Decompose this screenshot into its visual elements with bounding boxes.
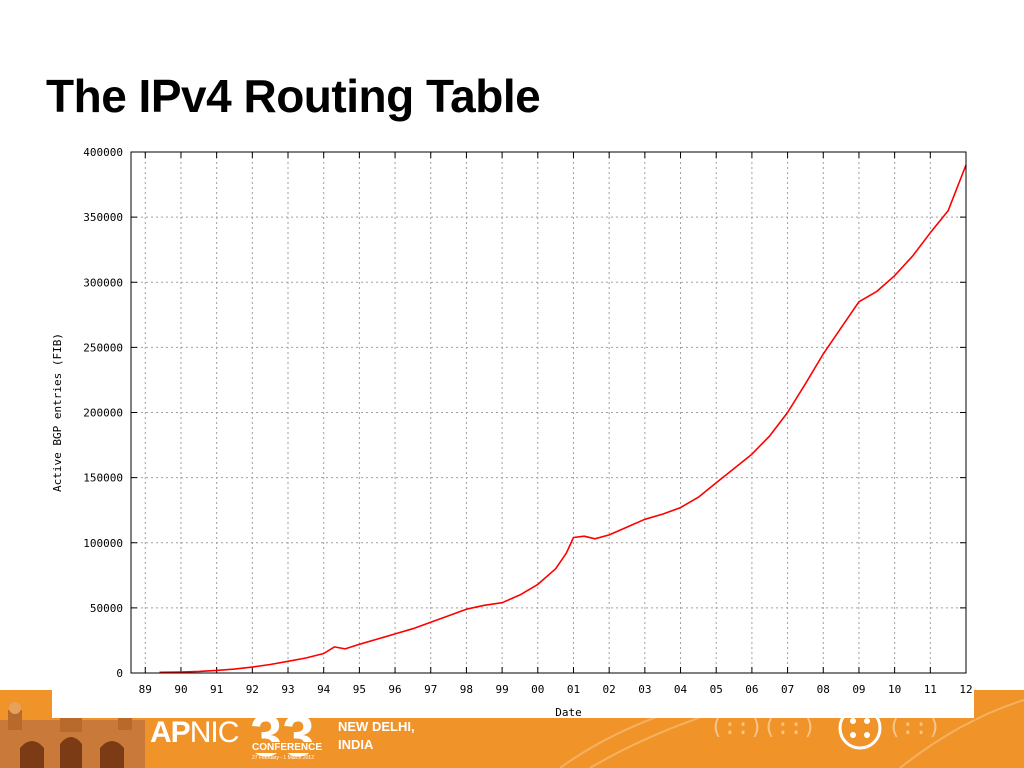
y-tick-label: 250000 [83,341,123,354]
series-line-bgp-entries [159,164,967,674]
city-line-2: INDIA [338,737,374,752]
x-tick-label: 91 [210,683,223,696]
x-tick-label: 08 [817,683,830,696]
x-tick-label: 99 [495,683,508,696]
y-tick-label: 300000 [83,276,123,289]
series-layer [159,164,967,674]
x-tick-label: 00 [531,683,544,696]
city-line-1: NEW DELHI, [338,719,415,734]
x-tick-label: 01 [567,683,580,696]
x-tick-label: 12 [959,683,972,696]
network-dots-decoration: (::)(::) (::) [710,706,941,750]
conference-dates: 27 February - 1 March 2012 [252,755,314,761]
slide-title: The IPv4 Routing Table [46,70,541,122]
y-tick-label: 150000 [83,472,123,485]
apnic-logo: APNIC [150,716,240,750]
plot-frame [130,151,967,674]
conference-city: NEW DELHI, INDIA [338,718,415,754]
x-tick-label: 03 [638,683,651,696]
x-tick-label: 90 [174,683,187,696]
x-tick-label: 89 [139,683,152,696]
x-tick-label: 95 [353,683,366,696]
bgp-chart: 0 50000 100000 150000 200000 250000 300000 3500… [52,140,974,718]
y-axis-label: Active BGP entries (FIB) [52,333,64,492]
x-tick-label: 11 [924,683,937,696]
apnic-logo-ap: AP [150,716,191,749]
x-tick-label: 98 [460,683,473,696]
y-tick-label: 0 [116,667,123,680]
y-tick-label: 100000 [83,537,123,550]
x-axis-label: Date [555,706,582,718]
x-tick-label: 93 [281,683,294,696]
y-tick-label: 200000 [83,407,123,420]
bgp-chart-svg: 0 50000 100000 150000 200000 250000 300000 3500… [52,146,973,718]
x-tick-label: 96 [388,683,401,696]
y-tick-label: 50000 [90,602,123,615]
axis-ticks: 0 50000 100000 150000 200000 250000 300000 3500… [83,146,972,696]
x-tick-label: 92 [246,683,259,696]
conference-label: CONFERENCE [250,742,325,753]
y-tick-label: 400000 [83,146,123,159]
x-tick-label: 07 [781,683,794,696]
x-tick-label: 05 [710,683,723,696]
x-tick-label: 02 [603,683,616,696]
x-tick-label: 10 [888,683,901,696]
svg-text:(::): (::) [888,715,941,740]
x-tick-label: 94 [317,683,331,696]
x-tick-label: 09 [852,683,865,696]
red-fort-illustration [0,691,145,768]
x-tick-label: 04 [674,683,688,696]
y-tick-label: 350000 [83,211,123,224]
svg-text:(::)(::): (::)(::) [710,715,816,740]
apnic-logo-nic: NIC [189,716,240,749]
grid-lines [131,152,966,673]
x-tick-label: 97 [424,683,437,696]
x-tick-label: 06 [745,683,758,696]
